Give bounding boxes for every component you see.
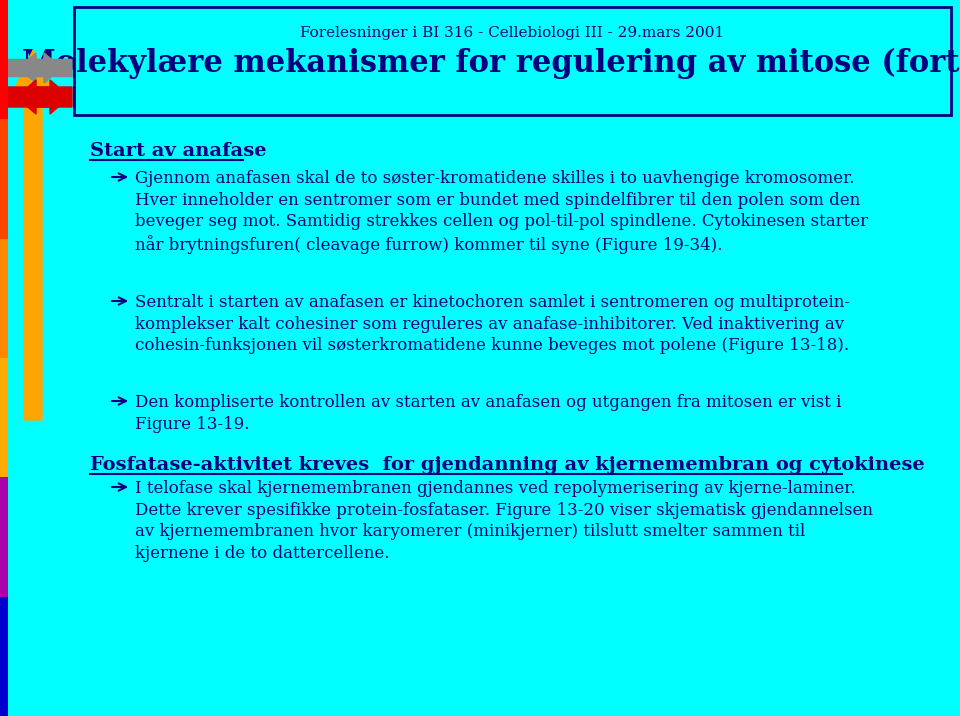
FancyBboxPatch shape [74, 7, 951, 115]
Bar [0, 238, 8, 358]
Bar [0, 596, 8, 716]
Bar [0, 478, 8, 596]
Text: Start av anafase: Start av anafase [90, 142, 267, 160]
FancyArrow shape [13, 50, 53, 420]
Bar [0, 358, 8, 478]
Text: Den kompliserte kontrollen av starten av anafasen og utgangen fra mitosen er vis: Den kompliserte kontrollen av starten av… [135, 394, 841, 432]
FancyArrow shape [8, 80, 70, 114]
FancyArrow shape [8, 53, 62, 83]
Text: Gjennom anafasen skal de to søster-kromatidene skilles i to uavhengige kromosome: Gjennom anafasen skal de to søster-kroma… [135, 170, 868, 254]
Text: I telofase skal kjernemembranen gjendannes ved repolymerisering av kjerne-lamine: I telofase skal kjernemembranen gjendann… [135, 480, 873, 561]
FancyArrow shape [16, 80, 72, 114]
FancyArrow shape [18, 53, 72, 83]
Bar [0, 120, 8, 238]
Text: Molekylære mekanismer for regulering av mitose (forts.): Molekylære mekanismer for regulering av … [22, 48, 960, 79]
Bar [0, 0, 8, 120]
Text: Sentralt i starten av anafasen er kinetochoren samlet i sentromeren og multiprot: Sentralt i starten av anafasen er kineto… [135, 294, 850, 354]
Text: Fosfatase-aktivitet kreves  for gjendanning av kjernemembran og cytokinese: Fosfatase-aktivitet kreves for gjendanni… [90, 456, 924, 474]
Text: Forelesninger i BI 316 - Cellebiologi III - 29.mars 2001: Forelesninger i BI 316 - Cellebiologi II… [300, 26, 724, 40]
